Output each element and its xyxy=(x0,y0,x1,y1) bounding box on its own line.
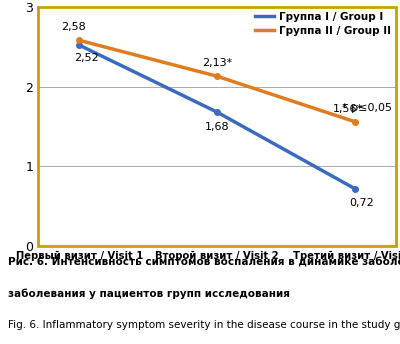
Text: 1,68: 1,68 xyxy=(205,122,229,132)
Text: заболевания у пациентов групп исследования: заболевания у пациентов групп исследован… xyxy=(8,289,290,300)
Text: * p≤0,05: * p≤0,05 xyxy=(342,103,392,112)
Text: 2,13*: 2,13* xyxy=(202,58,232,68)
Text: Fig. 6. Inflammatory symptom severity in the disease course in the study groups: Fig. 6. Inflammatory symptom severity in… xyxy=(8,320,400,330)
Text: Рис. 6. Интенсивность симптомов воспаления в динамике заболевания у пациентов гр: Рис. 6. Интенсивность симптомов воспален… xyxy=(8,256,400,267)
Text: 2,52: 2,52 xyxy=(74,53,98,63)
Text: 1,56*: 1,56* xyxy=(333,105,363,115)
Text: 0,72: 0,72 xyxy=(349,198,374,208)
Text: 2,58: 2,58 xyxy=(62,22,86,32)
Legend: Группа I / Group I, Группа II / Group II: Группа I / Group I, Группа II / Group II xyxy=(255,12,391,36)
